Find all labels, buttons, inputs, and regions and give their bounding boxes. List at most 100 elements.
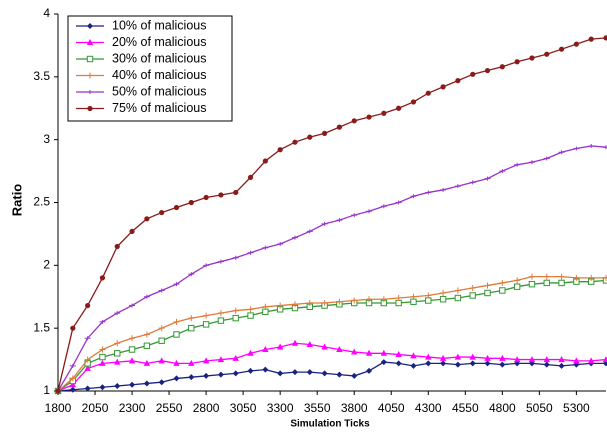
point: [484, 67, 491, 74]
point: [84, 385, 91, 392]
point: [69, 375, 76, 382]
point: [603, 35, 607, 41]
point: [514, 162, 521, 167]
y-tick-label: 1: [43, 383, 50, 397]
point: [395, 200, 402, 205]
point: [573, 357, 580, 364]
series-line: [57, 145, 607, 392]
point: [395, 299, 402, 307]
point: [232, 370, 239, 377]
point: [129, 381, 136, 388]
point: [396, 105, 402, 111]
point: [188, 272, 195, 277]
point: [218, 192, 224, 198]
point: [247, 312, 254, 319]
y-tick-label: 3.5: [33, 69, 50, 83]
point: [158, 357, 165, 364]
point: [558, 273, 565, 280]
point: [440, 360, 447, 367]
legend-marker: [87, 90, 93, 94]
point: [277, 302, 284, 309]
point: [173, 375, 180, 382]
point: [114, 311, 121, 316]
x-tick-label: 2800: [193, 401, 220, 415]
point: [514, 277, 521, 284]
point: [588, 36, 594, 42]
point: [351, 213, 358, 218]
point: [499, 169, 506, 174]
point: [173, 282, 180, 287]
point: [321, 343, 328, 350]
point: [544, 51, 550, 57]
point: [99, 275, 106, 281]
legend-label: 40% of malicious: [112, 68, 207, 82]
x-tick-label: 4050: [378, 401, 405, 415]
point: [202, 357, 210, 364]
legend-label: 75% of malicious: [112, 101, 207, 115]
point: [262, 303, 269, 310]
point: [306, 229, 313, 234]
point: [69, 386, 76, 393]
point: [188, 315, 195, 322]
point: [425, 190, 432, 195]
point: [69, 381, 77, 388]
point: [366, 367, 373, 374]
point: [543, 273, 550, 280]
point: [499, 287, 506, 294]
series-line: [57, 342, 607, 392]
point: [588, 143, 595, 148]
point: [484, 176, 491, 181]
point: [143, 331, 150, 338]
y-tick-label: 1.5: [33, 320, 50, 334]
point: [499, 354, 506, 361]
point: [454, 184, 461, 189]
point: [114, 340, 121, 347]
legend-label: 50% of malicious: [112, 84, 207, 98]
point: [159, 209, 165, 216]
point: [603, 145, 607, 150]
point: [203, 194, 209, 201]
x-tick-label: 5300: [563, 401, 590, 415]
point: [143, 342, 151, 349]
point: [114, 350, 121, 357]
point: [321, 221, 328, 226]
point: [439, 296, 447, 303]
point: [410, 362, 417, 369]
point: [528, 273, 535, 280]
point: [232, 314, 239, 322]
point: [558, 150, 565, 155]
point: [336, 218, 343, 223]
point: [99, 384, 106, 391]
point: [528, 160, 535, 165]
point: [499, 361, 506, 368]
point: [336, 298, 343, 305]
point: [469, 292, 476, 299]
point: [499, 64, 505, 70]
point: [366, 296, 373, 303]
point: [380, 349, 388, 356]
x-tick-label: 3800: [341, 401, 368, 415]
point: [351, 348, 358, 355]
point: [247, 174, 254, 180]
point: [380, 296, 387, 303]
point: [366, 209, 373, 214]
point: [529, 55, 535, 61]
y-tick-label: 2.5: [33, 195, 50, 209]
point: [573, 146, 580, 151]
x-tick-label: 2550: [156, 401, 183, 415]
x-tick-label: 1800: [45, 401, 72, 415]
point: [321, 130, 328, 136]
point: [410, 298, 417, 305]
point: [128, 346, 136, 353]
x-axis-label: Simulation Ticks: [290, 419, 370, 430]
point: [277, 241, 284, 246]
point: [558, 356, 565, 363]
point: [188, 359, 195, 366]
legend-box: [67, 15, 233, 122]
point: [454, 287, 461, 294]
point: [558, 362, 565, 369]
point: [217, 356, 225, 363]
point: [158, 379, 165, 386]
point: [395, 295, 402, 302]
point: [188, 199, 194, 206]
